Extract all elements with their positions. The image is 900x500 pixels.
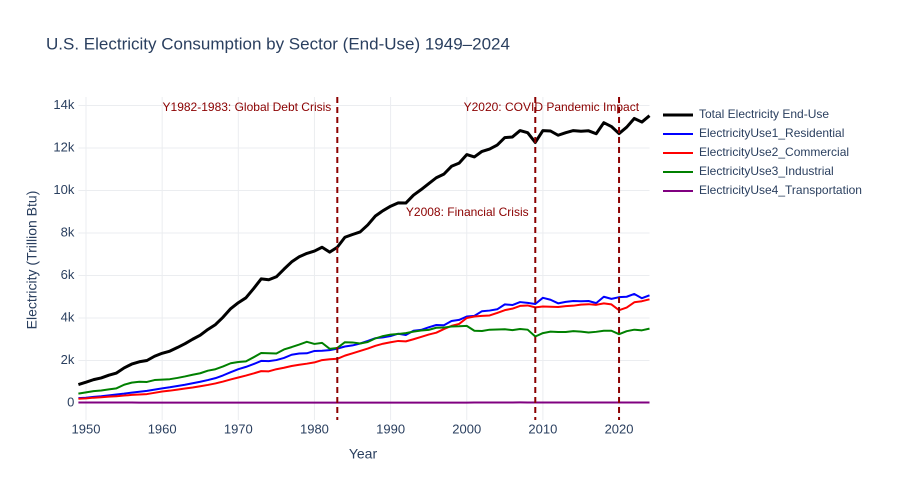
y-tick-label: 10k <box>53 182 74 197</box>
x-tick-label: 1950 <box>72 421 101 436</box>
x-tick-label: 1960 <box>148 421 177 436</box>
event-annotation: Y1982-1983: Global Debt Crisis <box>163 100 332 114</box>
legend-label: ElectricityUse1_Residential <box>699 126 844 140</box>
x-tick-label: 1970 <box>224 421 253 436</box>
x-axis-title: Year <box>349 446 378 462</box>
series-line <box>77 114 651 386</box>
y-tick-label: 2k <box>61 352 75 367</box>
event-annotation: Y2008: Financial Crisis <box>406 205 529 219</box>
legend-label: Total Electricity End-Use <box>699 107 829 121</box>
y-tick-label: 4k <box>61 309 75 324</box>
legend-label: ElectricityUse4_Transportation <box>699 183 862 197</box>
chart-title: U.S. Electricity Consumption by Sector (… <box>46 34 510 53</box>
x-tick-label: 2020 <box>605 421 634 436</box>
series-line <box>78 298 650 400</box>
x-tick-label: 2010 <box>528 421 557 436</box>
x-tick-label: 2000 <box>452 421 481 436</box>
x-tick-label: 1990 <box>376 421 405 436</box>
y-tick-label: 0 <box>67 394 74 409</box>
y-tick-label: 8k <box>61 224 75 239</box>
y-axis-title: Electricity (Trillion Btu) <box>24 191 40 330</box>
legend-label: ElectricityUse2_Commercial <box>699 145 849 159</box>
series-line <box>78 292 650 400</box>
y-tick-label: 14k <box>53 97 74 112</box>
y-tick-label: 12k <box>53 139 74 154</box>
series-line <box>78 324 650 395</box>
event-annotation: Y2020: COVID Pandemic Impact <box>464 100 640 114</box>
y-tick-label: 6k <box>61 267 75 282</box>
x-tick-label: 1980 <box>300 421 329 436</box>
legend-label: ElectricityUse3_Industrial <box>699 164 834 178</box>
